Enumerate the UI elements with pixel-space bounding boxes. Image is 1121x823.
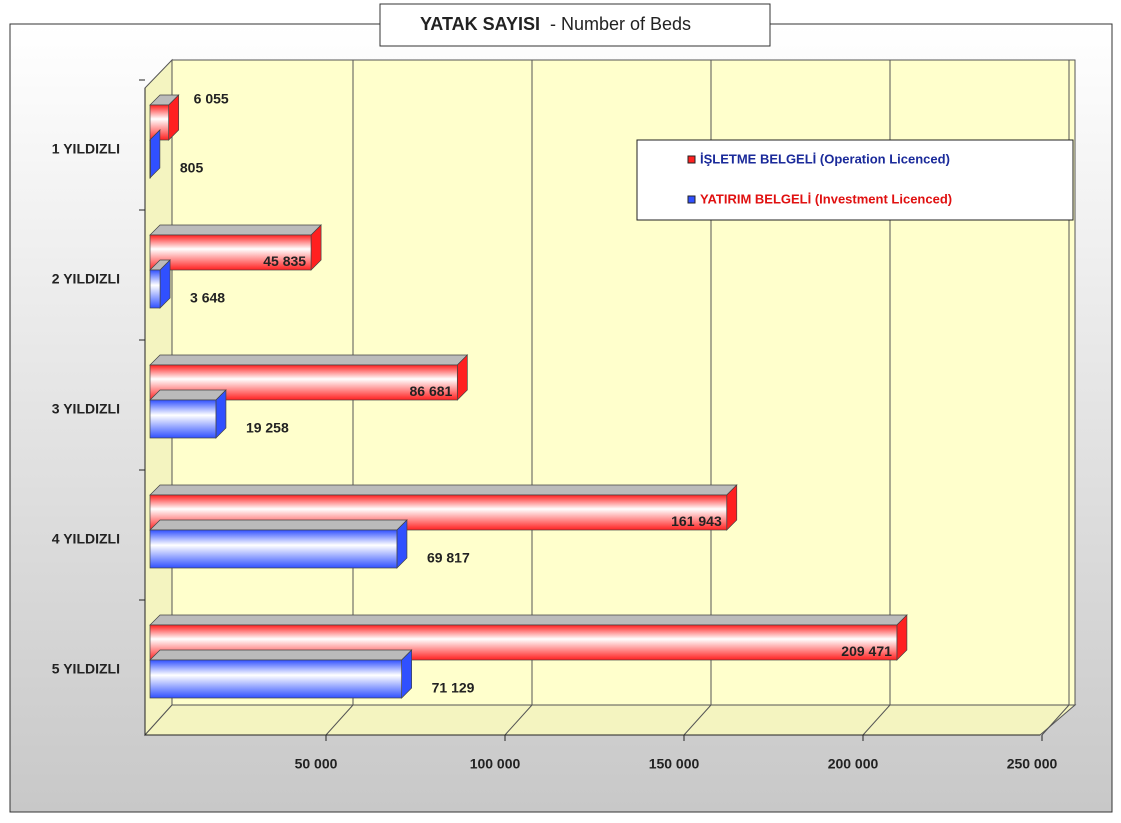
bar-top — [149, 389, 227, 401]
bar-top — [149, 354, 469, 366]
legend-label: YATIRIM BELGELİ (Investment Licenced) — [700, 191, 952, 206]
value-label: 6 055 — [194, 91, 229, 107]
legend-box — [636, 139, 1074, 221]
bar — [149, 259, 171, 309]
grid-line — [862, 704, 891, 736]
bar — [149, 649, 413, 699]
x-tick-label: 250 000 — [1007, 756, 1058, 772]
bar — [149, 94, 180, 141]
bar — [149, 129, 161, 179]
bar-face — [149, 529, 398, 569]
bar-top — [149, 649, 413, 661]
bar-top — [149, 224, 322, 236]
y-tick-label: 4 YILDIZLI — [52, 531, 120, 547]
bar-face — [149, 659, 402, 699]
bar-top — [149, 519, 408, 531]
value-label: 209 471 — [841, 643, 892, 659]
chart-subtitle: - Number of Beds — [550, 14, 691, 34]
value-label: 161 943 — [671, 513, 722, 529]
grid-line — [504, 704, 533, 736]
bar-face — [149, 139, 151, 179]
value-label: 69 817 — [427, 550, 470, 566]
grid-line — [1041, 704, 1070, 736]
bar — [149, 224, 322, 271]
x-tick-label: 50 000 — [295, 756, 338, 772]
bar-face — [149, 269, 161, 309]
y-tick-label: 5 YILDIZLI — [52, 661, 120, 677]
floor — [143, 704, 1077, 736]
chart-title: YATAK SAYISI — [420, 14, 540, 34]
legend-swatch — [687, 195, 696, 204]
bar — [149, 389, 227, 439]
legend-label: İŞLETME BELGELİ (Operation Licenced) — [700, 151, 950, 166]
value-label: 86 681 — [409, 383, 452, 399]
bar-face — [149, 399, 217, 439]
y-tick-label: 1 YILDIZLI — [52, 141, 120, 157]
value-label: 3 648 — [190, 290, 225, 306]
bar-top — [149, 484, 738, 496]
grid-line — [325, 704, 354, 736]
x-tick-label: 200 000 — [828, 756, 879, 772]
legend-swatch — [687, 155, 696, 164]
y-tick-label: 2 YILDIZLI — [52, 271, 120, 287]
bar-top — [149, 614, 908, 626]
bar — [149, 519, 408, 569]
title-box — [379, 3, 771, 47]
value-label: 45 835 — [263, 253, 306, 269]
value-label: 805 — [180, 160, 204, 176]
value-label: 19 258 — [246, 420, 289, 436]
x-tick-label: 100 000 — [470, 756, 521, 772]
x-tick-label: 150 000 — [649, 756, 700, 772]
bar-face — [149, 234, 312, 271]
y-tick-label: 3 YILDIZLI — [52, 401, 120, 417]
grid-line — [683, 704, 712, 736]
value-label: 71 129 — [432, 680, 475, 696]
